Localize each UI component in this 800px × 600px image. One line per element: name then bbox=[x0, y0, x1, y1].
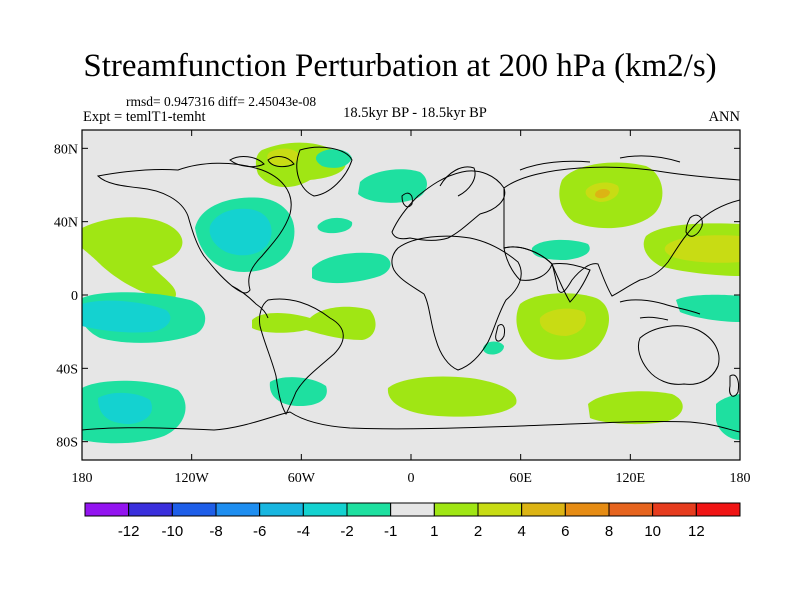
fill-wpac-core bbox=[664, 235, 740, 263]
fill-europe-neg bbox=[358, 169, 427, 203]
colorbar-label: -6 bbox=[253, 523, 266, 540]
lat-tick-label: 80N bbox=[54, 142, 78, 157]
fill-right-south-neg bbox=[716, 394, 740, 440]
fill-spac-core bbox=[98, 392, 152, 424]
season-label: ANN bbox=[708, 109, 740, 125]
coast-japan bbox=[685, 214, 703, 237]
coast-scandinavia bbox=[439, 166, 476, 197]
colorbar-label: 12 bbox=[688, 523, 705, 540]
lon-tick-label: 60E bbox=[509, 471, 532, 486]
coast-india bbox=[551, 263, 591, 303]
colorbar-box bbox=[477, 502, 523, 517]
coast-new-zealand bbox=[729, 374, 739, 397]
colorbar-box bbox=[652, 502, 697, 517]
colorbar-box bbox=[608, 502, 654, 517]
colorbar-label: 1 bbox=[430, 523, 438, 540]
fill-sio-core bbox=[539, 308, 586, 336]
colorbar-box bbox=[215, 502, 261, 517]
colorbar-label: -12 bbox=[118, 523, 140, 540]
fill-namerica-core bbox=[209, 208, 272, 256]
lon-tick-label: 180 bbox=[72, 471, 93, 486]
lon-tick-label: 60W bbox=[288, 471, 316, 486]
colorbar-label: -4 bbox=[297, 523, 310, 540]
colorbar-box bbox=[564, 502, 610, 517]
lat-tick-label: 80S bbox=[56, 436, 78, 451]
colorbar-box bbox=[695, 502, 741, 517]
fill-trop-pac-core bbox=[82, 300, 171, 333]
colorbar-box bbox=[259, 502, 304, 517]
colorbar-label: -2 bbox=[340, 523, 353, 540]
fill-samerica-pos bbox=[252, 306, 376, 340]
plot-title: Streamfunction Perturbation at 200 hPa (… bbox=[83, 48, 717, 84]
coast-greenland bbox=[296, 146, 353, 197]
fill-satl-pos bbox=[387, 376, 517, 417]
colorbar: -12 -10 -8 -6 -4 -2 -1 1 2 4 6 8 10 12 bbox=[84, 502, 741, 540]
lon-tick-label: 120W bbox=[175, 471, 210, 486]
coast-madagascar bbox=[495, 323, 505, 342]
axis-ticks bbox=[81, 130, 741, 460]
lat-tick-label: 40N bbox=[54, 216, 78, 231]
coast-uk bbox=[401, 192, 413, 208]
period-label: 18.5kyr BP - 18.5kyr BP bbox=[343, 105, 487, 121]
fill-madagascar-neg bbox=[483, 341, 504, 355]
colorbar-box bbox=[302, 502, 348, 517]
lon-tick-label: 180 bbox=[730, 471, 751, 486]
fill-arabia-neg bbox=[531, 239, 590, 260]
fill-natl2-neg bbox=[312, 252, 391, 284]
colorbar-label: 6 bbox=[561, 523, 569, 540]
fill-asia-peak bbox=[595, 189, 610, 199]
fill-right-trop-neg bbox=[676, 294, 740, 322]
contour-fills bbox=[82, 142, 740, 444]
coastlines bbox=[82, 146, 740, 433]
colorbar-label: 10 bbox=[644, 523, 661, 540]
lat-tick-label: 0 bbox=[71, 289, 78, 304]
fill-drake-neg bbox=[269, 377, 327, 406]
coast-north-america bbox=[96, 162, 292, 294]
fill-arctic-right-neg bbox=[315, 149, 352, 168]
coast-arctic-russia bbox=[519, 155, 681, 171]
colorbar-label: 8 bbox=[605, 523, 613, 540]
colorbar-label: -8 bbox=[209, 523, 222, 540]
colorbar-box bbox=[128, 502, 173, 517]
colorbar-box bbox=[390, 502, 435, 517]
colorbar-box bbox=[433, 502, 479, 517]
coast-antarctica bbox=[82, 411, 740, 433]
colorbar-box bbox=[171, 502, 217, 517]
axis-labels: 80N 40N 0 40S 80S 180 120W 60W 0 60E 120E 180 bbox=[54, 142, 751, 486]
coast-indonesia bbox=[619, 299, 701, 321]
coast-europe bbox=[391, 170, 506, 241]
colorbar-box bbox=[521, 502, 566, 517]
colorbar-label: -10 bbox=[161, 523, 183, 540]
colorbar-box bbox=[346, 502, 392, 517]
coast-canadian-islands bbox=[229, 156, 295, 168]
lat-tick-label: 40S bbox=[56, 362, 78, 377]
fill-natl-neg bbox=[317, 217, 353, 234]
colorbar-box bbox=[84, 502, 130, 517]
fill-npac-pos bbox=[82, 217, 183, 299]
coast-central-america bbox=[231, 285, 269, 319]
experiment-label: Expt = temlT1-temht bbox=[83, 109, 206, 125]
lon-tick-label: 120E bbox=[616, 471, 646, 486]
coast-south-america bbox=[259, 298, 344, 416]
coast-australia bbox=[637, 325, 720, 385]
colorbar-label: 2 bbox=[474, 523, 482, 540]
colorbar-label: 4 bbox=[517, 523, 525, 540]
coast-africa bbox=[391, 235, 522, 371]
coast-asia bbox=[503, 166, 740, 297]
colorbar-label: -1 bbox=[384, 523, 397, 540]
stats-line: rmsd= 0.947316 diff= 2.45043e-08 bbox=[126, 94, 317, 109]
lon-tick-label: 0 bbox=[408, 471, 415, 486]
fill-saus-pos bbox=[588, 391, 683, 425]
